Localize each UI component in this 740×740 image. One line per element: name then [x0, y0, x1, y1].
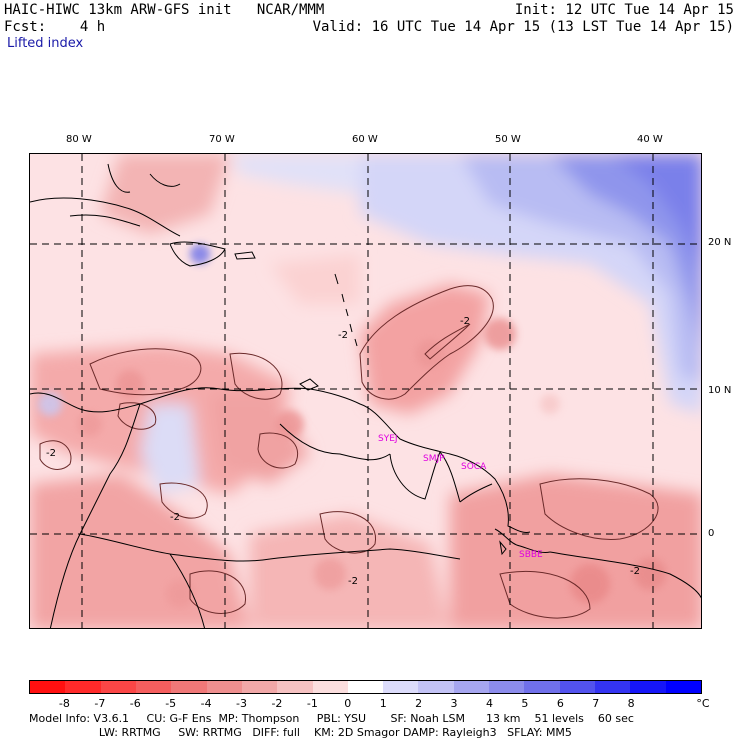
colorbar-tick-label: 6 — [556, 697, 564, 710]
lon-label-50w: 50 W — [495, 134, 521, 145]
colorbar-swatch — [241, 681, 278, 693]
model-title: HAIC-HIWC 13km ARW-GFS init NCAR/MMM — [4, 2, 325, 18]
contour-label: -2 — [348, 576, 358, 587]
colorbar-tick-label: 4 — [485, 697, 493, 710]
lon-label-60w: 60 W — [352, 134, 378, 145]
field-shading — [30, 154, 701, 628]
colorbar-swatch — [418, 681, 454, 693]
colorbar-swatch — [206, 681, 242, 693]
colorbar-swatch — [171, 681, 207, 693]
colorbar-tick-label: 2 — [415, 697, 423, 710]
lat-label-20n: 20 N — [708, 237, 732, 248]
colorbar-swatch — [347, 681, 384, 693]
colorbar-tick-label: 7 — [592, 697, 600, 710]
colorbar-swatch — [312, 681, 348, 693]
valid-time: Valid: 16 UTC Tue 14 Apr 15 (13 LST Tue … — [312, 19, 734, 35]
lat-label-0: 0 — [708, 528, 715, 539]
colorbar-tick-label: 3 — [450, 697, 458, 710]
colorbar-swatch — [665, 681, 701, 693]
contour-label: -2 — [46, 448, 56, 459]
station-label: SMJP — [423, 454, 445, 464]
forecast-hour: Fcst: 4 h — [4, 19, 106, 35]
colorbar-swatch — [65, 681, 101, 693]
colorbar-unit: °C — [696, 697, 710, 710]
lon-label-80w: 80 W — [66, 134, 92, 145]
contour-label: -2 — [630, 566, 640, 577]
colorbar-swatch — [100, 681, 136, 693]
colorbar — [29, 680, 702, 694]
model-info-line1: Model Info: V3.6.1 CU: G-F Ens MP: Thomp… — [29, 712, 634, 725]
colorbar-tick-label: -5 — [165, 697, 177, 710]
colorbar-tick-label: 1 — [379, 697, 387, 710]
colorbar-swatch — [135, 681, 172, 693]
colorbar-tick-label: 5 — [521, 697, 529, 710]
colorbar-tick-label: 0 — [344, 697, 352, 710]
colorbar-tick-label: -3 — [236, 697, 247, 710]
lat-label-10n: 10 N — [708, 385, 732, 396]
colorbar-swatch — [595, 681, 631, 693]
lifted-index-map[interactable]: -2 -2 -2 -2 -2 -2 SYEJ SMJP SOCA SBBE — [29, 153, 702, 629]
contour-label: -2 — [338, 330, 348, 341]
contour-label: -2 — [460, 316, 470, 327]
colorbar-tick-label: -4 — [200, 697, 212, 710]
colorbar-tick-label: -1 — [306, 697, 318, 710]
station-label: SOCA — [461, 462, 487, 472]
contour-lines — [39, 285, 659, 619]
colorbar-tick-label: -2 — [271, 697, 283, 710]
contour-label: -2 — [170, 512, 180, 523]
colorbar-swatch — [524, 681, 560, 693]
station-label: SBBE — [519, 550, 543, 560]
colorbar-swatch — [383, 681, 419, 693]
colorbar-swatch — [489, 681, 525, 693]
lon-label-70w: 70 W — [209, 134, 235, 145]
colorbar-swatch — [559, 681, 595, 693]
field-name: Lifted index — [7, 36, 84, 51]
lon-label-40w: 40 W — [637, 134, 663, 145]
model-info-line2: LW: RRTMG SW: RRTMG DIFF: full KM: 2D Sm… — [29, 726, 572, 739]
colorbar-swatch — [630, 681, 666, 693]
lat-lon-grid — [30, 154, 701, 628]
colorbar-tick-label: 8 — [627, 697, 635, 710]
colorbar-swatch — [30, 681, 66, 693]
colorbar-swatch — [277, 681, 313, 693]
colorbar-tick-label: -6 — [129, 697, 141, 710]
colorbar-swatch — [453, 681, 490, 693]
init-time: Init: 12 UTC Tue 14 Apr 15 — [514, 2, 734, 18]
station-label: SYEJ — [378, 434, 398, 444]
colorbar-tick-label: -7 — [94, 697, 106, 710]
coastlines — [30, 163, 701, 628]
field-speckle — [38, 244, 666, 608]
colorbar-tick-label: -8 — [58, 697, 70, 710]
